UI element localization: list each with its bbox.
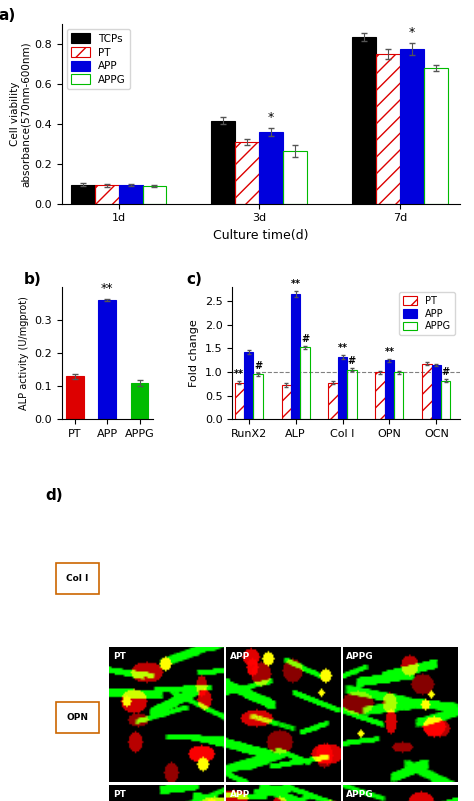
Bar: [235, 383, 244, 420]
Text: #: #: [442, 368, 450, 377]
Bar: [424, 68, 448, 203]
Legend: TCPs, PT, APP, APPG: TCPs, PT, APP, APPG: [67, 30, 130, 89]
Y-axis label: ALP activity (U/mgprot): ALP activity (U/mgprot): [18, 296, 28, 410]
Bar: [352, 37, 376, 203]
Bar: [143, 186, 166, 203]
Bar: [400, 49, 424, 203]
Text: c): c): [187, 272, 202, 288]
Legend: PT, APP, APPG: PT, APP, APPG: [399, 292, 455, 336]
Text: OPN: OPN: [66, 713, 89, 722]
Text: *: *: [409, 26, 415, 39]
Text: #: #: [348, 356, 356, 366]
Bar: [244, 352, 254, 420]
Text: **: **: [101, 282, 113, 296]
Bar: [98, 300, 116, 420]
Bar: [441, 380, 450, 420]
Bar: [432, 365, 441, 420]
Bar: [66, 376, 83, 420]
Bar: [375, 372, 385, 420]
Bar: [376, 54, 400, 203]
Text: *: *: [268, 111, 274, 124]
Bar: [254, 375, 263, 420]
Text: d): d): [46, 488, 64, 503]
Bar: [236, 142, 259, 203]
Text: **: **: [291, 279, 301, 289]
Bar: [131, 383, 148, 420]
Text: b): b): [23, 272, 41, 288]
Y-axis label: Cell viability
absorbance(570nm-600nm): Cell viability absorbance(570nm-600nm): [10, 41, 31, 187]
Bar: [328, 383, 338, 420]
Bar: [347, 370, 356, 420]
Bar: [301, 348, 310, 420]
Bar: [282, 385, 291, 420]
Text: **: **: [234, 369, 244, 379]
Bar: [394, 372, 403, 420]
Y-axis label: Fold change: Fold change: [189, 320, 199, 387]
Bar: [95, 185, 118, 203]
Bar: [259, 132, 283, 203]
Bar: [71, 185, 95, 203]
Bar: [118, 185, 143, 203]
Text: a): a): [0, 9, 15, 23]
Bar: [283, 151, 307, 203]
Text: 100μm: 100μm: [402, 767, 432, 776]
Bar: [291, 294, 301, 420]
Bar: [422, 364, 432, 420]
Text: #: #: [301, 334, 309, 344]
Text: #: #: [254, 361, 262, 371]
Bar: [385, 360, 394, 420]
Text: Col I: Col I: [66, 574, 89, 583]
Bar: [211, 121, 236, 203]
X-axis label: Culture time(d): Culture time(d): [213, 229, 309, 242]
FancyBboxPatch shape: [55, 563, 100, 594]
Bar: [338, 357, 347, 420]
Text: **: **: [384, 347, 394, 357]
Text: **: **: [337, 343, 347, 353]
FancyBboxPatch shape: [55, 702, 100, 733]
